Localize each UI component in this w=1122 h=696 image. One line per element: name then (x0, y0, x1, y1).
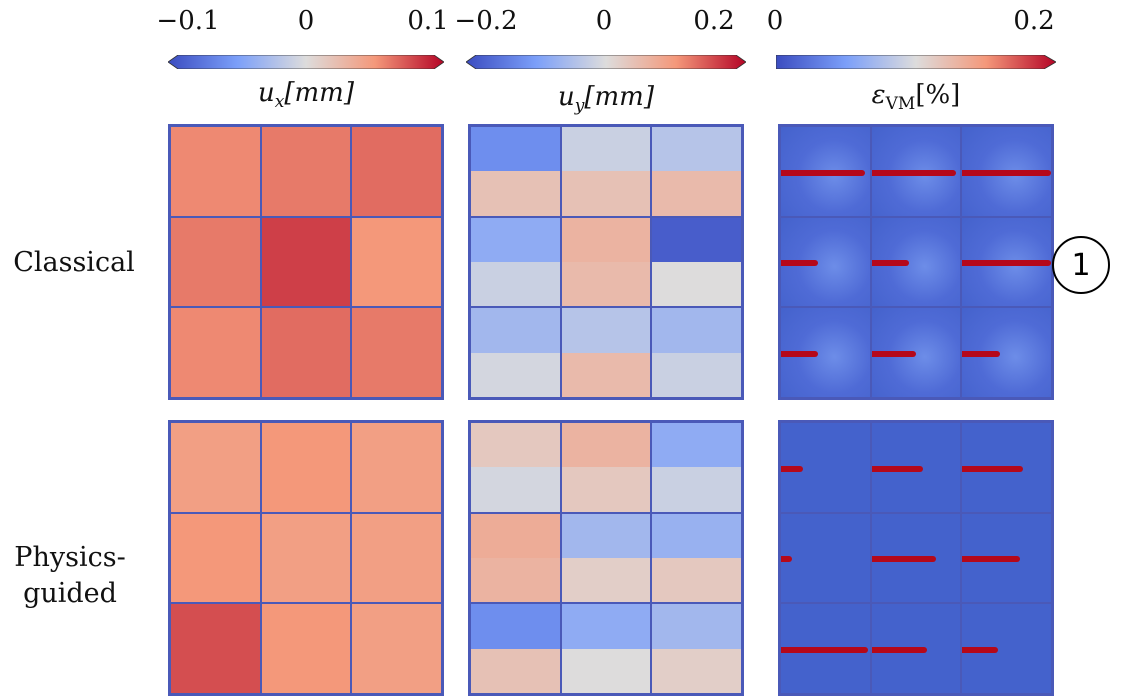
ux-tick-min: −0.1 (156, 6, 220, 36)
ux-cell (260, 603, 352, 694)
crack-band (962, 556, 1020, 563)
strain-cell (870, 307, 962, 398)
ux-cell (351, 216, 442, 308)
ux-colorbar (168, 55, 444, 69)
uy-cell (470, 512, 561, 604)
eps-physics-grid (778, 420, 1054, 696)
uy-colorbar (466, 55, 746, 69)
uy-cell (470, 126, 561, 217)
ux-cell (170, 126, 261, 217)
ux-cell (170, 422, 261, 513)
strain-cell (961, 126, 1052, 217)
uy-cell (560, 307, 652, 398)
crack-band (871, 350, 916, 357)
strain-cell (780, 216, 871, 308)
uy-cell (651, 603, 742, 694)
crack-band (962, 465, 1023, 472)
row-label-classical: Classical (13, 247, 135, 278)
crack-band (871, 646, 927, 653)
ux-classical-grid (168, 124, 444, 400)
crack-band (871, 169, 956, 176)
uy-cell (470, 307, 561, 398)
ux-cell (260, 216, 352, 308)
row-label-physics-guided: Physics-guided (10, 540, 130, 612)
crack-band (781, 350, 819, 357)
crack-band (871, 465, 924, 472)
eps-classical-grid (778, 124, 1054, 400)
strain-cell (961, 216, 1052, 308)
crack-band (781, 556, 792, 563)
strain-cell (870, 216, 962, 308)
uy-cell (470, 422, 561, 513)
ux-cell (170, 603, 261, 694)
strain-cell (961, 603, 1052, 694)
ux-cell (351, 512, 442, 604)
eps-colorbar-label: εVM[%] (871, 80, 961, 114)
strain-cell (870, 422, 962, 513)
ux-cell (260, 512, 352, 604)
ux-physics-grid (168, 420, 444, 696)
ux-cell (260, 422, 352, 513)
ux-cell (170, 307, 261, 398)
ux-colorbar-label: ux[mm] (258, 78, 354, 112)
eps-tick-max: 0.2 (1013, 6, 1055, 36)
crack-band (781, 646, 868, 653)
strain-cell (780, 603, 871, 694)
uy-classical-grid (468, 124, 744, 400)
ux-cell (351, 422, 442, 513)
strain-cell (870, 603, 962, 694)
uy-physics-grid (468, 420, 744, 696)
uy-cell (560, 422, 652, 513)
ux-tick-max: 0.1 (407, 6, 449, 36)
strain-cell (870, 512, 962, 604)
uy-cell (560, 512, 652, 604)
uy-cell (560, 126, 652, 217)
strain-cell (780, 307, 871, 398)
uy-tick-max: 0.2 (693, 6, 735, 36)
ux-cell (260, 126, 352, 217)
strain-cell (780, 512, 871, 604)
strain-cell (870, 126, 962, 217)
crack-band (962, 646, 998, 653)
uy-cell (560, 216, 652, 308)
crack-band (781, 260, 819, 267)
ux-cell (351, 603, 442, 694)
row-label-physics-guided-text: Physics-guided (14, 542, 126, 609)
crack-band (871, 260, 909, 267)
ux-tick-mid: 0 (297, 6, 315, 36)
uy-cell (651, 422, 742, 513)
eps-colorbar (776, 55, 1056, 69)
uy-cell (560, 603, 652, 694)
crack-band (781, 465, 804, 472)
uy-cell (651, 512, 742, 604)
strain-cell (780, 422, 871, 513)
crack-band (962, 350, 1000, 357)
uy-cell (470, 603, 561, 694)
uy-cell (651, 307, 742, 398)
uy-tick-mid: 0 (595, 6, 613, 36)
uy-tick-min: −0.2 (454, 6, 518, 36)
ux-cell (170, 512, 261, 604)
strain-cell (961, 422, 1052, 513)
ux-cell (260, 307, 352, 398)
strain-cell (961, 307, 1052, 398)
ux-cell (170, 216, 261, 308)
strain-cell (780, 126, 871, 217)
crack-band (962, 169, 1051, 176)
crack-band (871, 556, 936, 563)
crack-band (781, 169, 866, 176)
uy-cell (470, 216, 561, 308)
uy-colorbar-label: uy[mm] (558, 82, 654, 116)
ux-cell (351, 126, 442, 217)
uy-cell (651, 126, 742, 217)
annotation-marker: 1 (1052, 236, 1110, 294)
strain-cell (961, 512, 1052, 604)
ux-cell (351, 307, 442, 398)
crack-band (962, 260, 1051, 267)
uy-cell (651, 216, 742, 308)
eps-tick-min: 0 (766, 6, 784, 36)
